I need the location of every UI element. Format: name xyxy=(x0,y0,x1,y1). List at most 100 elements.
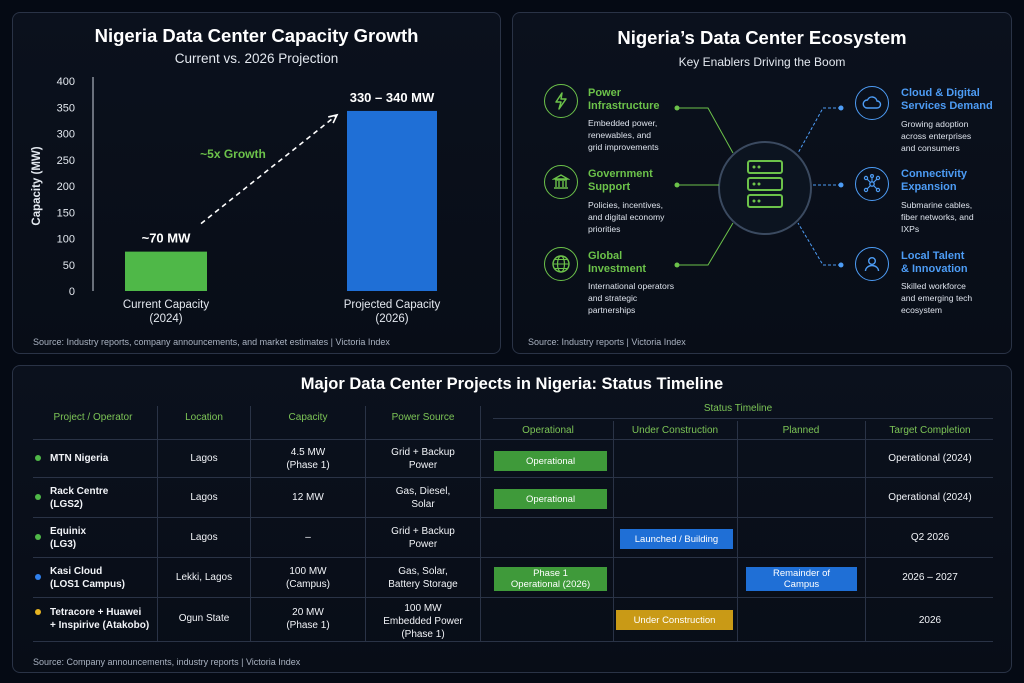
header-timeline: Status Timeline xyxy=(703,403,773,414)
header-operational: Operational xyxy=(522,425,574,436)
eco-power-desc: Embedded power, renewables, and grid impro… xyxy=(588,118,659,152)
connector-investment xyxy=(677,222,734,266)
project-mtn: MTN Nigeria xyxy=(50,453,109,464)
power-cell: Gas, Diesel, Solar xyxy=(395,486,451,510)
location-cell: Lagos xyxy=(190,532,218,543)
server-icon xyxy=(747,160,783,208)
project-tetracore: Tetracore + Huawei + Inspirive (Atakobo) xyxy=(50,607,150,631)
globe-icon xyxy=(544,247,578,281)
col-divider xyxy=(480,406,481,641)
col-divider xyxy=(157,406,158,641)
header-capacity: Capacity xyxy=(288,412,328,423)
eco-talent-desc: Skilled workforce and emerging tech ecosys… xyxy=(901,281,973,315)
status-bar-planned: Remainder of Campus xyxy=(746,567,857,591)
power-cell: Gas, Solar, Battery Storage xyxy=(388,566,458,590)
y-axis-label: Capacity (MW) xyxy=(31,146,43,225)
row-divider xyxy=(33,517,993,518)
location-cell: Lekki, Lagos xyxy=(175,572,233,583)
target-cell: 2026 – 2027 xyxy=(902,572,958,583)
connector-cloud xyxy=(797,107,841,154)
growth-arrow-head xyxy=(328,113,339,124)
y-tick-label: 300 xyxy=(57,129,75,141)
chart-title: Nigeria Data Center Capacity Growth xyxy=(94,25,419,46)
chart-subtitle: Current vs. 2026 Projection xyxy=(174,51,339,66)
x-tick-year: (2024) xyxy=(149,313,182,325)
eco-talent-heading: Local Talent & Innovation xyxy=(901,250,968,275)
power-cell: Grid + Backup Power xyxy=(391,447,455,471)
bar-current xyxy=(125,251,207,291)
status-dot xyxy=(35,494,41,500)
location-cell: Lagos xyxy=(190,492,218,503)
project-kasi-cloud: Kasi Cloud (LOS1 Campus) xyxy=(50,566,126,590)
cloud-icon xyxy=(855,86,889,120)
table-title: Major Data Center Projects in Nigeria: S… xyxy=(300,375,724,393)
connector-power xyxy=(677,107,734,154)
ecosystem-source: Source: Industry reports | Victoria Inde… xyxy=(528,337,686,347)
bar-data-label: ~70 MW xyxy=(142,231,191,246)
ecosystem-subtitle: Key Enablers Driving the Boom xyxy=(678,55,846,69)
status-dot xyxy=(35,609,41,615)
ecosystem-title: Nigeria’s Data Center Ecosystem xyxy=(617,27,907,48)
capacity-cell: 12 MW xyxy=(292,492,324,503)
bar-data-label: 330 – 340 MW xyxy=(350,90,435,105)
y-tick-label: 400 xyxy=(57,76,75,88)
power-cell: 100 MW Embedded Power (Phase 1) xyxy=(383,603,463,640)
eco-investment-desc: International operators and strategic part… xyxy=(588,281,674,315)
status-dot xyxy=(35,574,41,580)
y-tick-label: 50 xyxy=(63,260,75,272)
ecosystem-connectors xyxy=(674,105,844,268)
status-bar-operational: Operational xyxy=(494,451,607,471)
capacity-cell: 4.5 MW (Phase 1) xyxy=(286,447,330,471)
status-bar-construction: Launched / Building xyxy=(620,529,733,549)
government-building-icon xyxy=(544,165,578,199)
power-cell: Grid + Backup Power xyxy=(391,526,455,550)
header-project: Project / Operator xyxy=(53,412,133,423)
y-tick-label: 100 xyxy=(57,234,75,246)
col-divider xyxy=(613,421,614,641)
target-cell: Operational (2024) xyxy=(888,453,972,464)
row-divider xyxy=(33,557,993,558)
status-dot xyxy=(35,534,41,540)
header-construction: Under Construction xyxy=(631,425,719,436)
growth-arrow-line xyxy=(200,114,338,225)
col-divider xyxy=(250,406,251,641)
row-divider xyxy=(33,597,993,598)
capacity-bar-chart: 0 50 100 150 200 250 300 350 400 Capacity (MW) ~70… xyxy=(31,76,441,325)
y-tick-label: 0 xyxy=(69,286,75,298)
target-cell: Operational (2024) xyxy=(888,492,972,503)
eco-government-desc: Policies, incentives, and digital economy… xyxy=(588,200,665,234)
col-divider xyxy=(865,421,866,641)
x-tick-year: (2026) xyxy=(375,313,408,325)
y-tick-label: 200 xyxy=(57,181,75,193)
ecosystem-panel: Nigeria’s Data Center Ecosystem Key Enab… xyxy=(512,12,1012,354)
projects-table-panel: Major Data Center Projects in Nigeria: S… xyxy=(12,365,1012,673)
person-icon xyxy=(855,247,889,281)
status-bar-construction: Under Construction xyxy=(616,610,733,630)
status-bar-operational: Phase 1 Operational (2026) xyxy=(494,567,607,591)
growth-annotation: ~5x Growth xyxy=(200,147,266,161)
target-cell: 2026 xyxy=(918,615,942,626)
header-target: Target Completion xyxy=(889,425,971,436)
bar-projected xyxy=(347,110,437,291)
eco-government-heading: Government Support xyxy=(588,168,653,193)
capacity-cell: 100 MW (Campus) xyxy=(286,566,330,590)
header-power: Power Source xyxy=(391,412,455,423)
col-divider xyxy=(365,406,366,641)
eco-investment-heading: Global Investment xyxy=(588,250,647,275)
header-planned: Planned xyxy=(782,425,820,436)
network-icon xyxy=(855,167,889,201)
header-location: Location xyxy=(185,412,223,423)
chart-source: Source: Industry reports, company announ… xyxy=(33,337,390,347)
hub-circle xyxy=(718,141,812,235)
lightning-icon xyxy=(544,84,578,118)
eco-power-heading: Power Infrastructure xyxy=(588,87,660,112)
eco-cloud-heading: Cloud & Digital Services Demand xyxy=(901,87,993,112)
x-tick-label: Current Capacity xyxy=(123,299,210,311)
capacity-cell: – xyxy=(305,532,311,543)
eco-cloud-desc: Growing adoption across enterprises and co… xyxy=(901,119,972,153)
status-dot xyxy=(35,455,41,461)
project-equinix: Equinix (LG3) xyxy=(50,526,87,550)
row-divider xyxy=(33,477,993,478)
project-rack-centre: Rack Centre (LGS2) xyxy=(50,486,109,510)
location-cell: Lagos xyxy=(190,453,218,464)
